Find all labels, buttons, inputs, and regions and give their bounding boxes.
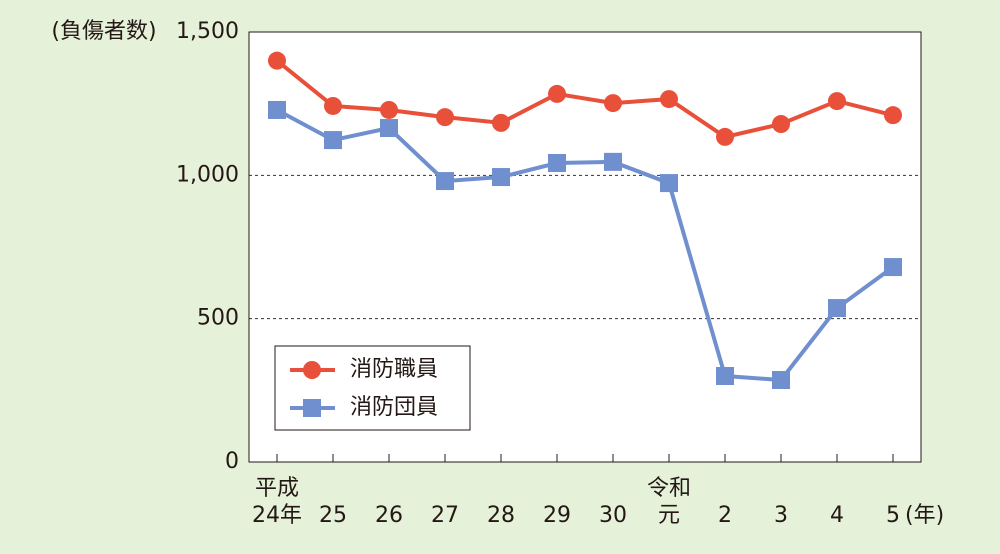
point xyxy=(660,90,678,109)
point xyxy=(828,299,846,318)
x-tick-label: 28 xyxy=(487,503,515,528)
x-tick-label: 4 xyxy=(830,503,844,528)
point xyxy=(380,100,398,119)
series-line xyxy=(276,108,895,383)
point xyxy=(436,108,454,127)
point xyxy=(492,113,510,132)
y-tick-label: 500 xyxy=(197,306,239,331)
point xyxy=(268,100,286,119)
x-tick-label: 平成 24年 xyxy=(252,476,302,528)
x-tick-label: 30 xyxy=(599,503,627,528)
x-tick-label: 26 xyxy=(375,503,403,528)
x-tick-label: 3 xyxy=(774,503,788,528)
y-tick-label: 1,000 xyxy=(176,162,239,187)
y-axis-label: (負傷者数) xyxy=(51,19,156,44)
x-tick-label: 2 xyxy=(718,503,732,528)
point xyxy=(828,92,846,111)
point xyxy=(303,399,321,417)
y-tick-label: 1,500 xyxy=(176,19,239,44)
point xyxy=(772,371,790,390)
point xyxy=(772,115,790,134)
point xyxy=(380,119,398,138)
point xyxy=(303,361,321,379)
point xyxy=(548,154,566,173)
x-tick-label: 27 xyxy=(431,503,459,528)
point xyxy=(492,168,510,187)
point xyxy=(604,94,622,113)
point xyxy=(884,258,902,277)
x-tick-label: 令和元 xyxy=(647,476,691,528)
x-tick-label: 5 xyxy=(886,503,900,528)
x-tick-label: 25 xyxy=(319,503,347,528)
y-tick-label: 0 xyxy=(225,449,239,474)
legend-label: 消防団員 xyxy=(350,395,438,420)
point xyxy=(884,106,902,125)
series-line xyxy=(275,59,894,140)
x-tick-label: 29 xyxy=(543,503,571,528)
point xyxy=(324,131,342,150)
legend-label: 消防職員 xyxy=(350,357,438,382)
x-axis-unit: (年) xyxy=(905,503,944,528)
point xyxy=(548,84,566,103)
point xyxy=(716,367,734,385)
point xyxy=(660,174,678,193)
point xyxy=(436,172,454,191)
point xyxy=(268,51,286,70)
plot-border xyxy=(248,31,922,463)
point xyxy=(324,96,342,115)
point xyxy=(716,127,734,146)
point xyxy=(604,152,622,171)
